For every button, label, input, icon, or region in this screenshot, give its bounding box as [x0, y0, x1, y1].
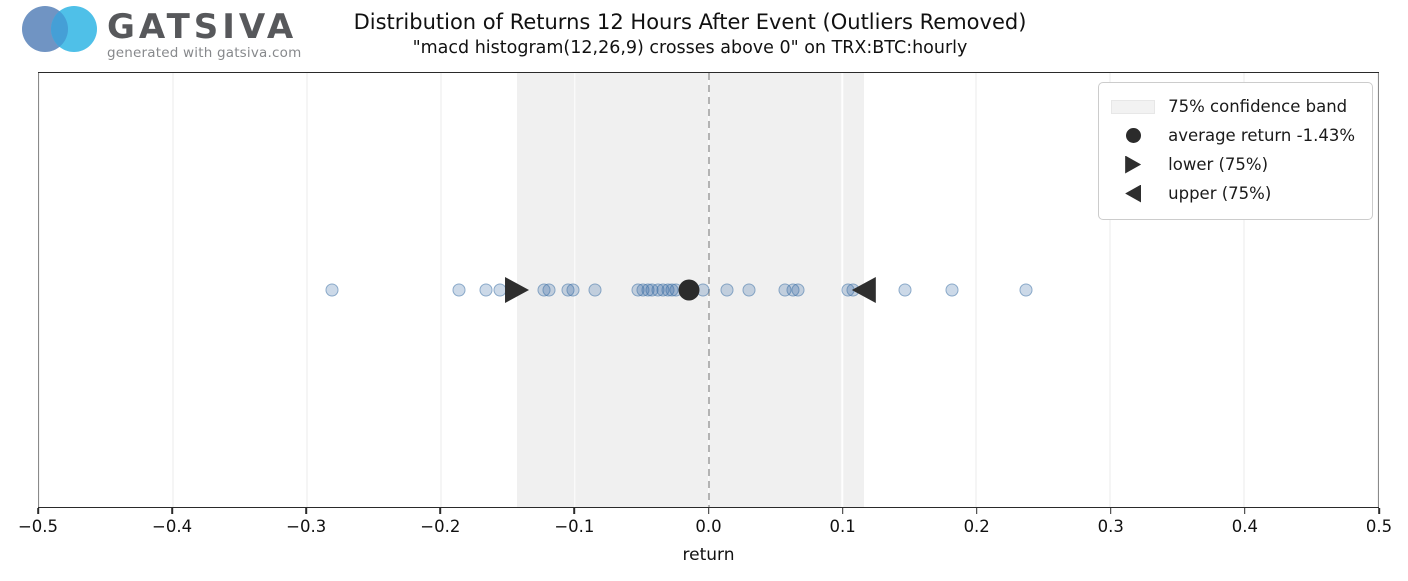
legend-label: upper (75%)	[1168, 184, 1272, 203]
x-tick-label: −0.2	[420, 517, 461, 536]
x-tick-label: −0.3	[286, 517, 327, 536]
scatter-point	[566, 283, 580, 297]
x-tick-mark	[305, 508, 307, 514]
legend-label: 75% confidence band	[1168, 97, 1348, 116]
logo-brand: GATSIVA	[107, 7, 298, 47]
chart-title: Distribution of Returns 12 Hours After E…	[353, 10, 1027, 34]
title-block: Distribution of Returns 12 Hours After E…	[0, 10, 1380, 58]
gatsiva-logo: GATSIVA generated with gatsiva.com	[20, 3, 301, 61]
x-tick-mark	[1378, 508, 1380, 514]
x-tick-label: 0.2	[963, 517, 990, 536]
scatter-point	[791, 283, 805, 297]
x-axis-label: return	[682, 545, 735, 565]
legend-label: average return -1.43%	[1168, 126, 1355, 145]
legend-band-icon	[1111, 99, 1156, 114]
x-tick-label: −0.4	[152, 517, 193, 536]
legend-marker-wrap	[1111, 128, 1155, 143]
legend-item: 75% confidence band	[1111, 92, 1355, 121]
average-return-marker	[678, 279, 700, 301]
x-tick-mark	[1110, 508, 1112, 514]
scatter-point	[542, 283, 556, 297]
gridline	[172, 73, 174, 507]
legend-tri-left-icon	[1125, 184, 1142, 203]
scatter-point	[742, 283, 756, 297]
legend-marker-wrap	[1111, 184, 1155, 203]
plot-area: 75% confidence band average return -1.43%…	[38, 72, 1379, 508]
x-tick-mark	[707, 508, 710, 514]
x-tick-label: 0.1	[829, 517, 856, 536]
scatter-point	[588, 283, 602, 297]
gatsiva-logo-icon	[22, 6, 97, 52]
legend-dot-icon	[1125, 128, 1141, 143]
gridline	[306, 73, 308, 507]
scatter-point	[1019, 283, 1033, 297]
gridline	[1109, 73, 1111, 507]
x-axis: −0.5 −0.4 −0.3 −0.2 −0.1 0.0 0.1 0.2 0.3 0.4 0.5	[18, 508, 1392, 548]
x-tick-mark	[171, 508, 173, 514]
legend-item: upper (75%)	[1111, 179, 1355, 208]
x-tick-mark	[573, 508, 576, 514]
scatter-point	[452, 283, 466, 297]
legend-label: lower (75%)	[1168, 155, 1269, 174]
gridline	[38, 73, 40, 507]
x-tick-label: 0.3	[1097, 517, 1124, 536]
legend-marker-wrap	[1111, 99, 1156, 114]
scatter-point	[945, 283, 959, 297]
x-tick-mark	[439, 508, 442, 514]
scatter-point	[479, 283, 493, 297]
gridline	[1377, 73, 1379, 507]
legend-item: lower (75%)	[1111, 150, 1355, 179]
legend-marker-wrap	[1111, 155, 1155, 174]
logo-text: GATSIVA generated with gatsiva.com	[107, 10, 301, 61]
x-tick-mark	[841, 508, 844, 514]
scatter-point	[720, 283, 734, 297]
gridline	[975, 73, 977, 507]
scatter-point	[493, 283, 507, 297]
legend: 75% confidence band average return -1.43%…	[1098, 82, 1373, 220]
x-tick-label: 0.5	[1365, 517, 1393, 536]
gridline	[440, 73, 442, 507]
x-tick-label: −0.1	[554, 517, 595, 536]
legend-tri-right-icon	[1125, 155, 1142, 174]
logo-tagline: generated with gatsiva.com	[107, 45, 302, 61]
legend-item: average return -1.43%	[1111, 121, 1355, 150]
x-tick-mark	[1244, 508, 1246, 514]
x-tick-label: 0.0	[695, 517, 722, 536]
x-tick-label: −0.5	[17, 517, 59, 536]
scatter-point	[898, 283, 912, 297]
x-tick-label: 0.4	[1231, 517, 1259, 536]
gridline	[1243, 73, 1245, 507]
chart-subtitle: "macd histogram(12,26,9) crosses above 0…	[412, 38, 968, 58]
x-tick-mark	[37, 508, 39, 514]
scatter-point	[325, 283, 339, 297]
x-tick-mark	[975, 508, 978, 514]
